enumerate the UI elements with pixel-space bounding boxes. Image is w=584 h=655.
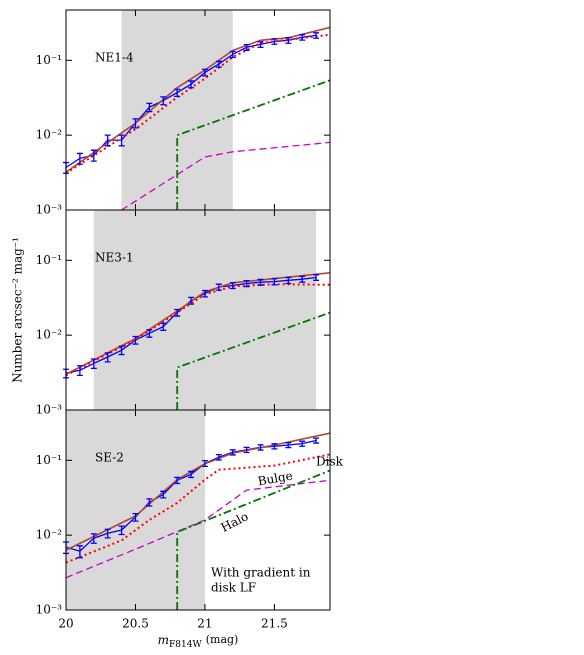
series-line (121, 141, 330, 210)
error-bar (271, 38, 278, 45)
error-bar (285, 442, 292, 449)
y-tick-label: 10⁻¹ (36, 53, 62, 67)
error-bar (201, 68, 208, 77)
x-axis-label-part: F814W (169, 640, 202, 650)
error-bar (299, 275, 306, 283)
error-bar (104, 528, 111, 539)
y-tick-label: 10⁻³ (36, 403, 63, 417)
y-axis-label: Number arcsec⁻² mag⁻¹ (11, 237, 25, 383)
error-bar (299, 34, 306, 41)
error-bar (76, 152, 83, 165)
x-axis-label-part: (mag) (206, 633, 239, 646)
error-bar (188, 296, 195, 305)
error-bar (76, 545, 83, 559)
series-line (176, 79, 330, 210)
error-bar (313, 274, 320, 281)
error-bar (174, 308, 181, 317)
error-bar (118, 134, 125, 147)
error-bar (313, 437, 320, 444)
error-bar (174, 476, 181, 485)
error-bar (188, 80, 195, 89)
y-tick-label: 10⁻² (36, 128, 63, 142)
error-bar (201, 289, 208, 298)
panel-label: SE-2 (95, 451, 124, 465)
error-bar (215, 454, 222, 461)
error-bar (146, 329, 153, 338)
error-bar (271, 443, 278, 450)
y-tick-label: 10⁻³ (36, 603, 63, 617)
error-bar (104, 352, 111, 363)
x-axis-label: mF814W (mag) (158, 633, 239, 650)
series-line (176, 469, 330, 610)
error-bar (76, 365, 83, 377)
error-bar (201, 459, 208, 468)
error-bar (132, 118, 139, 129)
panel-label: NE3-1 (95, 251, 134, 265)
error-bar (174, 88, 181, 97)
error-bar (313, 32, 320, 39)
error-bar (257, 278, 264, 286)
error-bar (229, 449, 236, 456)
y-tick-label: 10⁻³ (36, 203, 63, 217)
panel (66, 410, 330, 610)
x-tick-label: 21.5 (261, 617, 288, 631)
error-bar (243, 279, 250, 288)
panel (66, 10, 330, 210)
error-bar (160, 322, 167, 331)
note: disk LF (211, 581, 256, 595)
error-bar (215, 60, 222, 68)
error-bar (90, 358, 97, 370)
error-bar (90, 533, 97, 544)
error-bar (132, 512, 139, 522)
series-line (66, 453, 330, 564)
error-bar (90, 149, 97, 162)
panel-label: NE1-4 (95, 51, 134, 65)
y-tick-label: 10⁻² (36, 328, 63, 342)
panel (66, 210, 330, 410)
y-tick-label: 10⁻² (36, 528, 63, 542)
shaded-region (93, 210, 317, 410)
x-tick-label: 20 (58, 617, 73, 631)
shaded-region (66, 410, 205, 610)
error-bar (146, 498, 153, 507)
y-tick-label: 10⁻¹ (36, 253, 62, 267)
error-bar (146, 102, 153, 113)
series-label: Halo (219, 509, 251, 534)
x-axis-label-part: m (158, 633, 169, 647)
y-tick-label: 10⁻¹ (36, 453, 62, 467)
error-bar (299, 440, 306, 447)
error-bar (243, 43, 250, 51)
x-tick-label: 21 (197, 617, 212, 631)
series-line (66, 479, 330, 579)
error-bar (285, 36, 292, 44)
series-label: Bulge (257, 469, 294, 489)
error-bar (118, 345, 125, 356)
error-bar (243, 446, 250, 454)
series-line (66, 26, 330, 173)
series-line (176, 311, 330, 410)
shaded-region (121, 10, 233, 210)
x-tick-label: 20.5 (122, 617, 149, 631)
error-bar (285, 276, 292, 285)
error-bar (257, 444, 264, 451)
error-bar (257, 41, 264, 48)
error-bar (132, 335, 139, 345)
error-bar (160, 490, 167, 499)
axes-frame (65, 409, 331, 611)
error-bar (229, 50, 236, 59)
error-bar (104, 134, 111, 147)
error-bar (188, 470, 195, 479)
note: With gradient in (211, 566, 311, 580)
error-bar (118, 525, 125, 536)
error-bar (229, 282, 236, 290)
error-bar (215, 283, 222, 291)
error-bar (160, 96, 167, 106)
error-bar (271, 277, 278, 286)
